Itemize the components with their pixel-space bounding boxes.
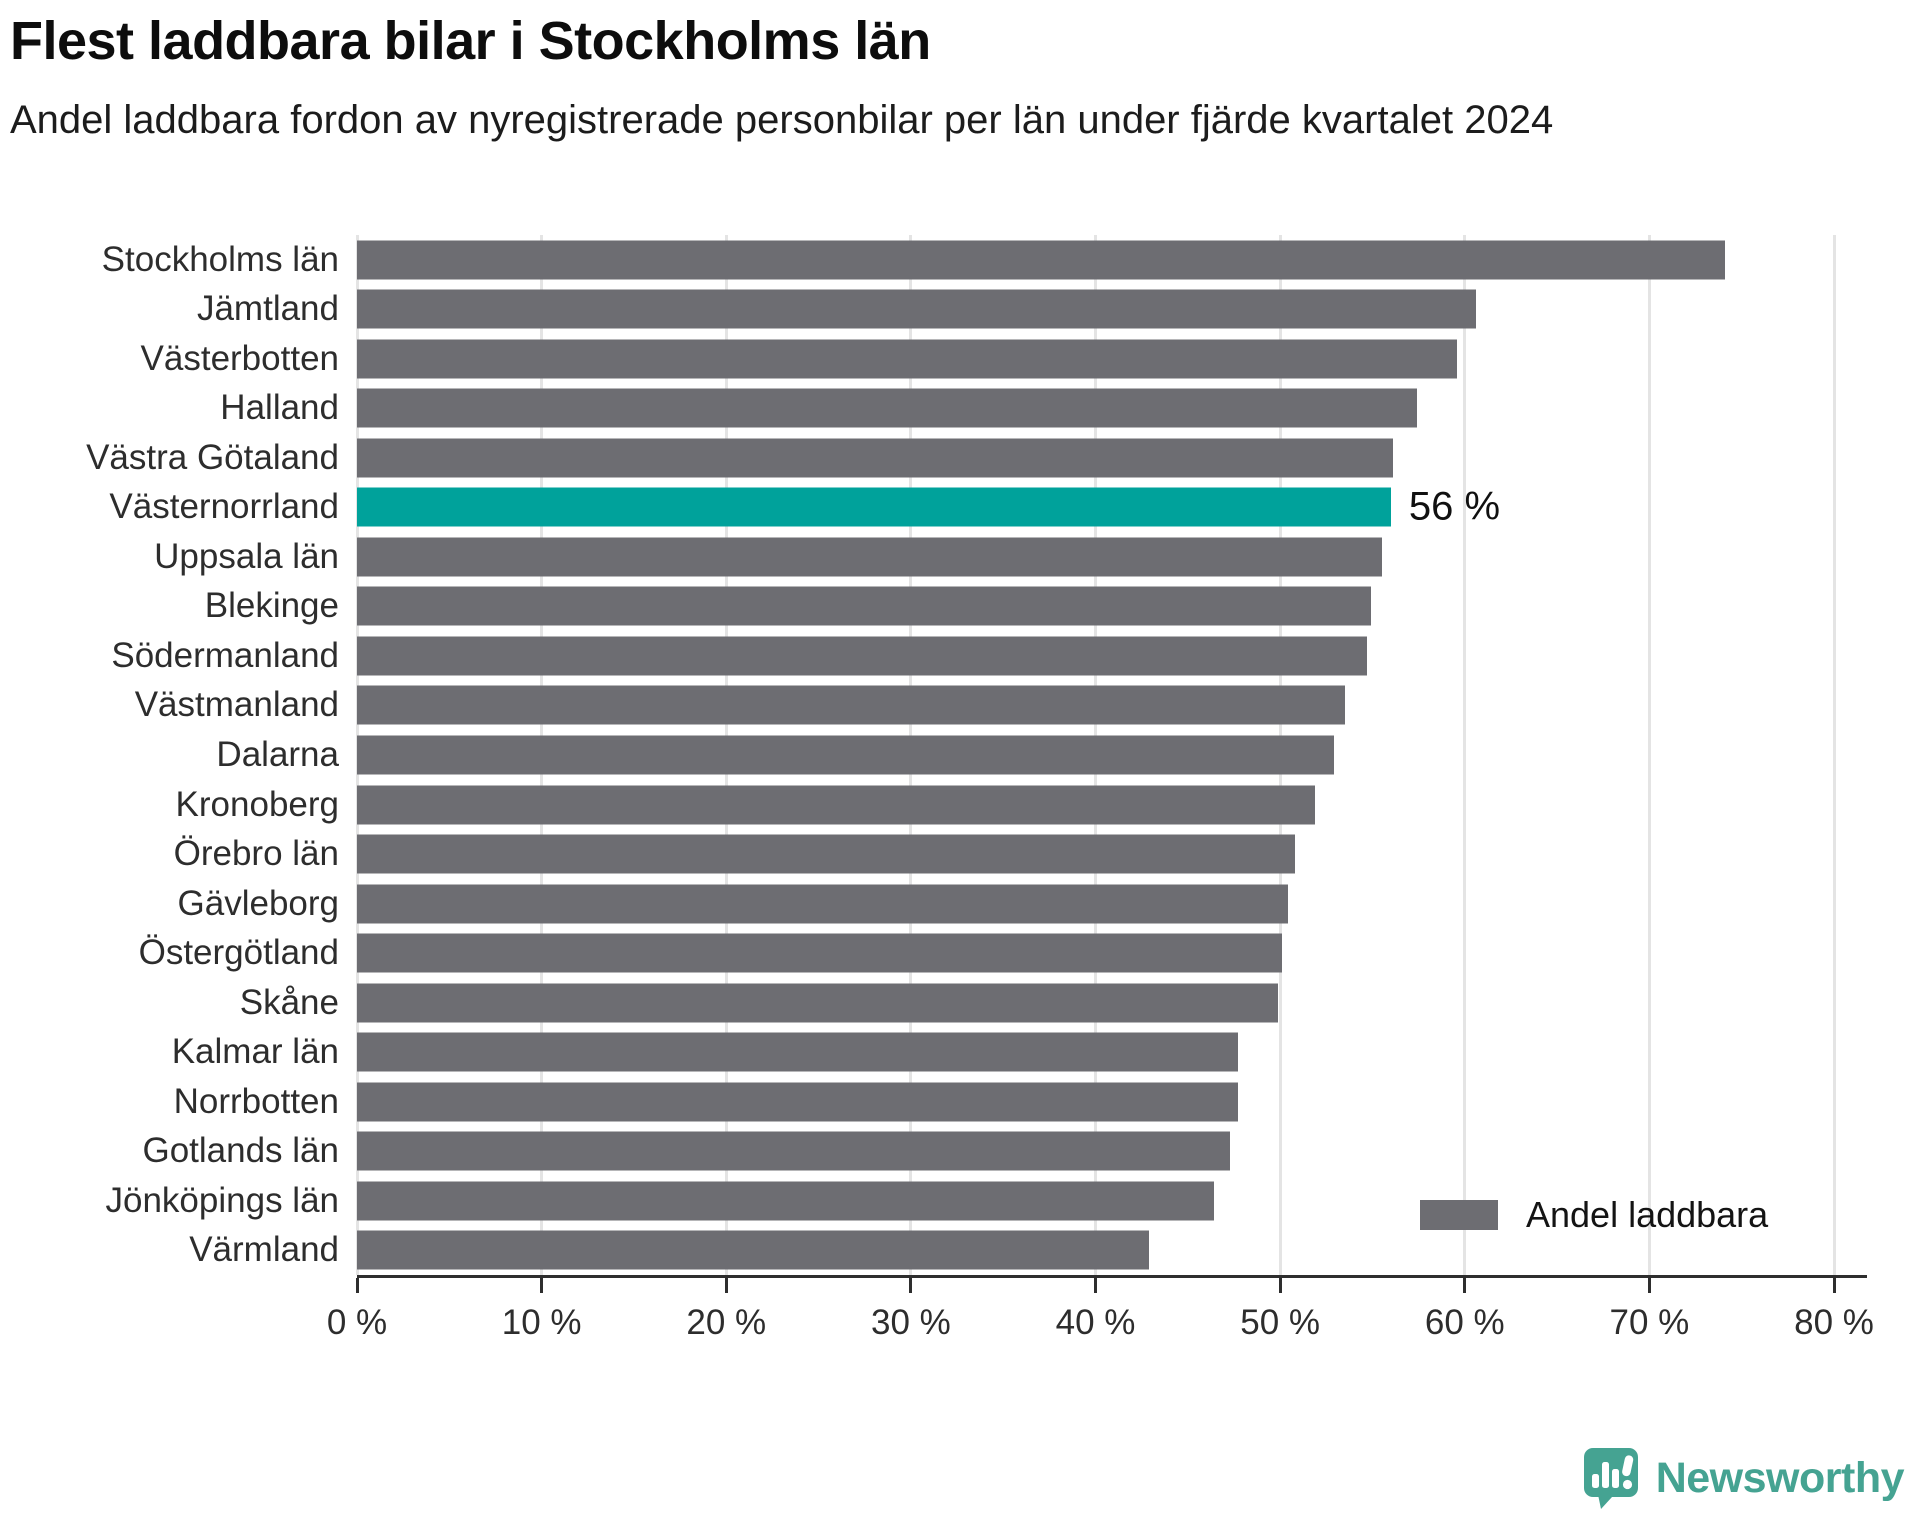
category-label: Dalarna xyxy=(216,734,339,774)
category-label: Östergötland xyxy=(138,933,339,973)
bar-row: Örebro län xyxy=(174,829,1867,879)
bar-row: Västmanland xyxy=(135,681,1867,731)
x-axis-tick xyxy=(355,1278,359,1293)
category-label: Södermanland xyxy=(111,635,339,675)
x-axis-tick-label: 0 % xyxy=(326,1303,388,1342)
bar-row: Jämtland xyxy=(197,285,1867,335)
bar-row: Jönköpings län xyxy=(106,1176,1867,1226)
category-label: Stockholms län xyxy=(101,239,339,279)
bar xyxy=(357,586,1371,626)
bar-row: Dalarna xyxy=(216,730,1867,780)
x-axis-tick xyxy=(1647,1278,1651,1293)
x-axis-tick xyxy=(1094,1278,1097,1293)
category-label: Gotlands län xyxy=(142,1131,339,1171)
bar xyxy=(357,735,1334,775)
x-axis-tick-label: 40 % xyxy=(1055,1303,1136,1342)
page-title: Flest laddbara bilar i Stockholms län xyxy=(10,11,931,71)
newsworthy-logo: Newsworthy xyxy=(1582,1446,1905,1510)
value-annotation: 56 % xyxy=(1408,484,1501,529)
x-axis-tick-label: 60 % xyxy=(1424,1303,1505,1342)
bar xyxy=(357,1131,1231,1171)
category-label: Västmanland xyxy=(134,685,339,725)
x-axis-tick-label: 30 % xyxy=(870,1303,951,1342)
category-label: Värmland xyxy=(189,1230,339,1270)
bar-row: Östergötland xyxy=(139,928,1867,978)
bar-row: Södermanland xyxy=(111,631,1867,681)
page-subtitle: Andel laddbara fordon av nyregistrerade … xyxy=(10,98,1554,142)
x-axis-line: 0 % 10 % 20 % 30 % 40 % 50 % 60 % 70 % 80 % xyxy=(327,1275,1874,1342)
bar xyxy=(357,933,1282,973)
category-label: Skåne xyxy=(239,982,339,1022)
category-label: Kronoberg xyxy=(175,784,339,824)
bar xyxy=(357,339,1458,379)
bar-row: Norrbotten xyxy=(174,1077,1867,1127)
category-label: Kalmar län xyxy=(171,1032,339,1072)
bar-row: Västerbotten xyxy=(141,334,1867,384)
x-axis-tick xyxy=(1463,1278,1467,1293)
bar xyxy=(357,834,1295,874)
category-label: Västra Götaland xyxy=(86,437,339,477)
category-label: Norrbotten xyxy=(173,1081,339,1121)
category-label: Uppsala län xyxy=(154,536,339,576)
x-axis-tick xyxy=(1832,1278,1836,1293)
category-label: Jönköpings län xyxy=(105,1180,340,1220)
bar-row: Gotlands län xyxy=(142,1126,1867,1176)
bar xyxy=(357,1082,1238,1122)
gridline xyxy=(1463,235,1467,1275)
bar-row: Halland xyxy=(220,384,1867,434)
bar-row: Gävleborg xyxy=(178,879,1867,929)
bar-row: Västra Götaland xyxy=(86,433,1867,483)
category-label: Halland xyxy=(220,388,339,428)
category-label: Västernorrland xyxy=(109,487,339,527)
bar-row: Västernorrland 56 % xyxy=(109,483,1867,533)
bar xyxy=(357,240,1726,280)
bar xyxy=(357,289,1476,329)
bar xyxy=(357,1181,1214,1221)
bar xyxy=(357,1230,1150,1270)
bar xyxy=(357,785,1316,824)
x-axis-tick xyxy=(724,1278,728,1293)
legend-swatch xyxy=(1420,1200,1498,1230)
logo-text: Newsworthy xyxy=(1655,1453,1905,1502)
x-axis-tick-label: 50 % xyxy=(1240,1303,1321,1342)
x-axis-tick-label: 80 % xyxy=(1794,1303,1874,1342)
x-axis-tick xyxy=(1278,1278,1282,1293)
speech-bubble-bar-chart-icon xyxy=(1582,1446,1640,1510)
bar xyxy=(357,438,1393,478)
bar-row: Kronoberg xyxy=(176,780,1867,830)
bar xyxy=(357,537,1382,577)
x-axis-tick-label: 10 % xyxy=(501,1303,582,1342)
bar xyxy=(357,685,1345,725)
x-axis-tick xyxy=(909,1278,913,1293)
category-label: Västerbotten xyxy=(140,338,339,378)
bar xyxy=(357,884,1288,924)
gridline xyxy=(1832,235,1836,1275)
bar-row: Värmland xyxy=(189,1225,1867,1275)
bar xyxy=(357,388,1417,428)
plot-area: Stockholms län Jämtland Västerbotten Hallan… xyxy=(86,235,1867,1275)
bar-row: Blekinge xyxy=(205,582,1867,632)
gridline xyxy=(1647,235,1651,1275)
bar xyxy=(357,636,1367,676)
bar xyxy=(357,1032,1238,1072)
category-label: Gävleborg xyxy=(177,883,339,923)
legend: Andel laddbara xyxy=(1420,1194,1768,1236)
bar-row: Kalmar län xyxy=(172,1027,1867,1077)
highlighted-bar xyxy=(357,487,1391,527)
bar xyxy=(357,983,1279,1023)
bar-row: Skåne xyxy=(240,978,1867,1028)
x-axis-tick-label: 70 % xyxy=(1609,1303,1690,1342)
bar-row: Uppsala län xyxy=(154,532,1867,582)
category-label: Blekinge xyxy=(204,586,339,626)
x-axis-tick xyxy=(540,1278,544,1293)
bar-row: Stockholms län xyxy=(102,235,1867,285)
legend-label: Andel laddbara xyxy=(1526,1194,1769,1235)
x-axis-tick-label: 20 % xyxy=(686,1303,767,1342)
category-label: Örebro län xyxy=(173,834,339,874)
category-label: Jämtland xyxy=(196,289,339,329)
